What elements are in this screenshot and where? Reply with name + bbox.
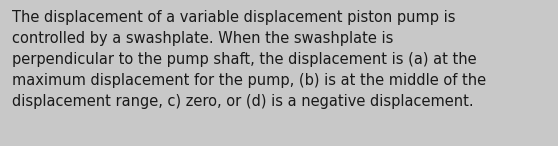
Text: The displacement of a variable displacement piston pump is
controlled by a swash: The displacement of a variable displacem… [12, 10, 487, 109]
